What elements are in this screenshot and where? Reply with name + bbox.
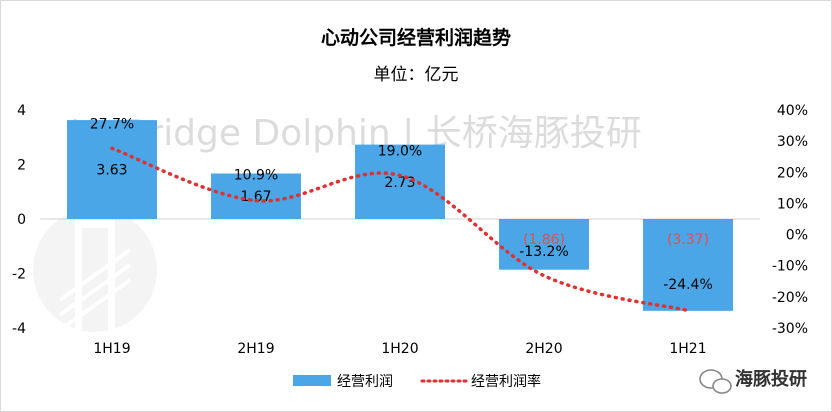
badge: 海豚投研 (699, 368, 807, 394)
x-axis-label: 1H21 (669, 341, 706, 357)
right-tick-label: 40% (777, 103, 808, 119)
rate-value-label: 10.9% (234, 168, 278, 184)
right-tick-label: -20% (772, 290, 808, 306)
rate-value-label: -24.4% (663, 277, 713, 293)
left-tick-label: 2 (17, 158, 26, 174)
left-tick-label: -2 (12, 267, 26, 283)
watermark-logo-icon (33, 205, 157, 332)
x-axis-label: 2H19 (237, 341, 274, 357)
rate-value-label: 27.7% (90, 116, 134, 132)
rate-value-label: -13.2% (519, 244, 569, 260)
right-tick-label: 0% (786, 228, 808, 244)
bar-value-label: (3.37) (667, 232, 709, 248)
right-tick-label: -30% (772, 321, 808, 337)
bar-value-label: (1.86) (523, 232, 565, 248)
bar (643, 219, 733, 311)
right-tick-label: -10% (772, 259, 808, 275)
rate-line (110, 146, 690, 313)
x-axis-label: 1H19 (93, 341, 130, 357)
left-axis-ticks: 4 2 0 -2 -4 (12, 103, 26, 337)
x-axis-label: 1H20 (381, 341, 418, 357)
bar-value-label: 1.67 (240, 189, 271, 205)
bar (211, 173, 301, 219)
rate-value-labels: 27.7% 10.9% 19.0% -13.2% -24.4% (90, 116, 713, 293)
chart-title: 心动公司经营利润趋势 (321, 26, 511, 49)
right-axis-ticks: 40% 30% 20% 10% 0% -10% -20% -30% (772, 103, 808, 337)
x-axis-labels: 1H19 2H19 1H20 2H20 1H21 (93, 341, 706, 357)
bar (67, 120, 157, 219)
bar-value-label: 2.73 (384, 175, 415, 191)
left-tick-label: -4 (12, 321, 26, 337)
x-axis-label: 2H20 (525, 341, 562, 357)
legend-bar-swatch (293, 375, 331, 386)
legend: 经营利润 经营利润率 (293, 373, 541, 390)
chart-subtitle: 单位：亿元 (374, 65, 459, 85)
left-tick-label: 0 (17, 212, 26, 228)
right-tick-label: 10% (777, 196, 808, 212)
wechat-icon (699, 369, 732, 394)
bar (355, 144, 445, 219)
legend-bar-label: 经营利润 (337, 374, 393, 390)
left-tick-label: 4 (17, 103, 26, 119)
bar-value-labels: 3.63 1.67 2.73 (1.86) (3.37) (96, 163, 709, 248)
right-tick-label: 20% (777, 165, 808, 181)
right-tick-label: 30% (777, 134, 808, 150)
bar-value-label: 3.63 (96, 163, 127, 179)
bar (499, 219, 589, 270)
rate-value-label: 19.0% (378, 143, 422, 159)
legend-line-label: 经营利润率 (471, 373, 541, 390)
bar-series (67, 120, 733, 311)
badge-text: 海豚投研 (735, 368, 807, 390)
